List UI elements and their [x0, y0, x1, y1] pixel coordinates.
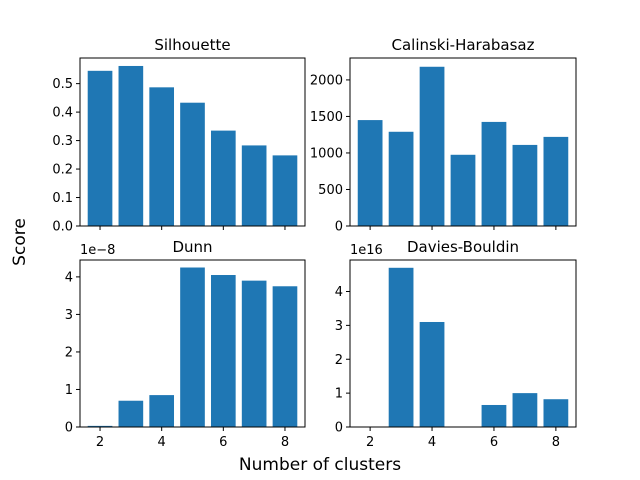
subplot-silhouette: 0.0 0.1 0.2 0.3 0.4 0.5 Silhouette — [52, 36, 306, 235]
bar-dunn-2 — [87, 425, 113, 427]
bar-silhouette-8 — [272, 155, 298, 226]
subplot-calinski: 0 500 1000 1500 2000 Calinski-Harabasaz — [310, 36, 577, 235]
bar-dunn-5 — [180, 267, 205, 427]
subplot-title-calinski: Calinski-Harabasaz — [391, 36, 534, 54]
bar-dunn-4 — [149, 395, 175, 427]
bar-davies-8 — [543, 399, 569, 427]
ytick-label-dunn: 1 — [65, 383, 73, 398]
ytick-label-dunn: 4 — [65, 270, 73, 285]
subplot-title-silhouette: Silhouette — [154, 36, 230, 54]
ytick-label-calinski: 0 — [335, 220, 343, 235]
bar-dunn-3 — [118, 400, 144, 427]
ytick-label-calinski: 1000 — [310, 146, 343, 161]
ytick-label-silhouette: 0.4 — [52, 106, 73, 121]
ytick-label-dunn: 2 — [65, 345, 73, 360]
bar-silhouette-5 — [180, 102, 205, 226]
bar-dunn-7 — [241, 280, 267, 427]
xtick-label-dunn: 8 — [281, 435, 289, 450]
figure-ylabel: Score — [10, 218, 30, 266]
bar-davies-7 — [512, 393, 538, 427]
axes-frame-dunn — [79, 259, 306, 428]
bar-calinski-6 — [481, 121, 507, 226]
xtick-label-davies: 4 — [428, 435, 436, 450]
ytick-label-calinski: 1500 — [310, 110, 343, 125]
subplot-title-dunn: Dunn — [172, 238, 212, 256]
axes-frame-calinski — [349, 57, 577, 227]
subplot-title-davies: Davies-Bouldin — [407, 238, 519, 256]
bar-davies-3 — [388, 267, 414, 427]
bar-dunn-6 — [210, 275, 236, 427]
ytick-label-dunn: 0 — [65, 421, 73, 436]
ytick-label-calinski: 500 — [318, 183, 343, 198]
bar-calinski-2 — [357, 120, 383, 226]
ytick-label-silhouette: 0.5 — [52, 77, 73, 92]
bar-davies-4 — [419, 321, 445, 427]
ytick-label-davies: 3 — [335, 319, 343, 334]
ytick-label-silhouette: 0.2 — [52, 163, 73, 178]
bar-silhouette-3 — [118, 65, 144, 227]
bar-silhouette-6 — [210, 130, 236, 226]
xtick-label-dunn: 2 — [96, 435, 104, 450]
ytick-label-davies: 1 — [335, 387, 343, 402]
axes-frame-davies — [349, 259, 577, 428]
bar-calinski-5 — [450, 154, 476, 226]
offset-text-davies: 1e16 — [350, 243, 383, 258]
xtick-label-davies: 8 — [552, 435, 560, 450]
ytick-label-silhouette: 0.0 — [52, 220, 73, 235]
bar-silhouette-7 — [241, 145, 267, 226]
ytick-label-davies: 4 — [335, 285, 343, 300]
ytick-label-calinski: 2000 — [310, 73, 343, 88]
bar-silhouette-4 — [149, 87, 175, 226]
xtick-label-dunn: 4 — [158, 435, 166, 450]
ytick-label-davies: 2 — [335, 353, 343, 368]
ytick-label-silhouette: 0.1 — [52, 191, 73, 206]
subplot-dunn: 0 1 2 3 4 2 4 6 8 Dunn 1e−8 — [65, 238, 306, 450]
bar-calinski-3 — [388, 131, 414, 226]
ytick-label-silhouette: 0.3 — [52, 134, 73, 149]
bar-davies-6 — [481, 404, 507, 427]
xtick-label-davies: 6 — [490, 435, 498, 450]
bar-calinski-7 — [512, 144, 538, 226]
figure-xlabel: Number of clusters — [239, 455, 401, 475]
offset-text-dunn: 1e−8 — [80, 243, 115, 258]
bar-dunn-8 — [272, 286, 298, 427]
xtick-label-davies: 2 — [366, 435, 374, 450]
axes-frame-silhouette — [79, 57, 306, 227]
bar-silhouette-2 — [87, 70, 113, 226]
bar-calinski-8 — [543, 136, 569, 226]
xtick-label-dunn: 6 — [219, 435, 227, 450]
ytick-label-dunn: 3 — [65, 308, 73, 323]
bar-calinski-4 — [419, 66, 445, 226]
ytick-label-davies: 0 — [335, 421, 343, 436]
subplot-davies: 0 1 2 3 4 2 4 6 8 Davies-Bouldin 1e16 — [335, 238, 577, 450]
